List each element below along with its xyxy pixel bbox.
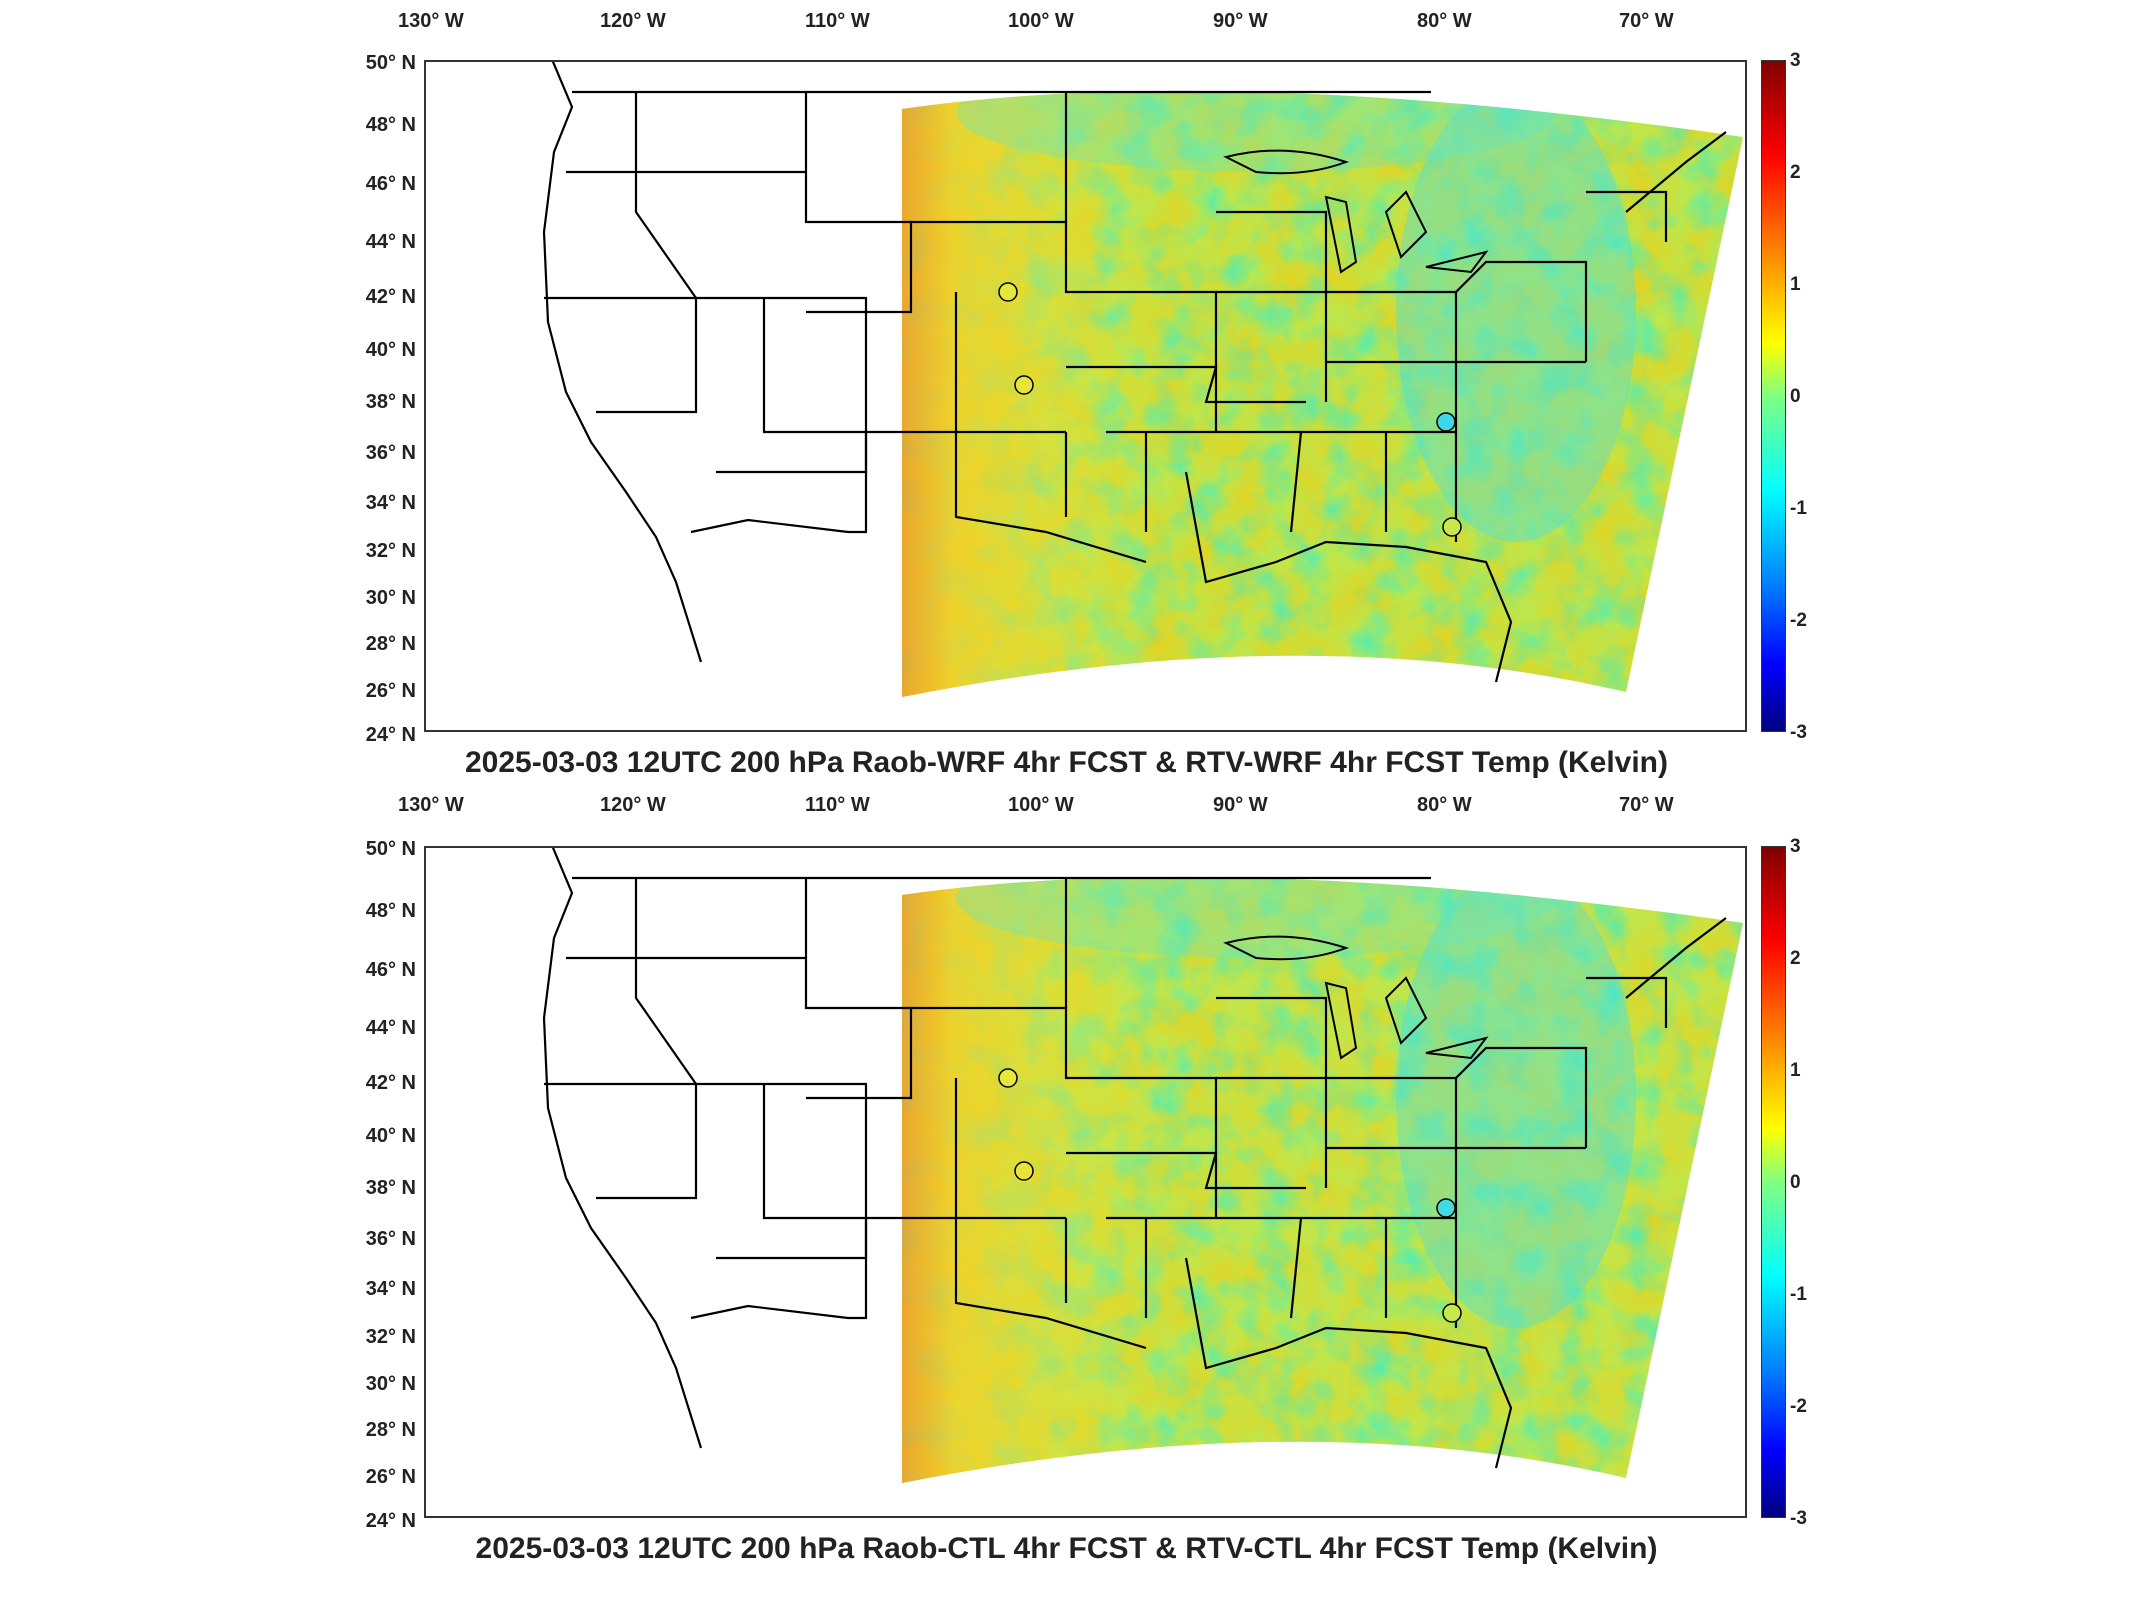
lon-label: 130° W xyxy=(398,794,464,816)
colorbar-tick: -1 xyxy=(1790,498,1807,519)
lat-label: 26° N xyxy=(365,680,416,702)
lat-label: 24° N xyxy=(365,1510,416,1532)
lon-label: 70° W xyxy=(1619,10,1674,32)
colorbar xyxy=(1761,846,1786,1518)
colorbar-tick: -2 xyxy=(1790,1396,1807,1417)
lat-label: 42° N xyxy=(365,1072,416,1094)
lat-label: 24° N xyxy=(365,724,416,746)
colorbar-tick: -2 xyxy=(1790,610,1807,631)
raob-stations xyxy=(998,1068,1462,1323)
panel-1: 130° W 120° W 110° W 100° W 90° W 80° W … xyxy=(365,10,1807,779)
temperature-difference-map xyxy=(542,848,1743,1484)
colorbar-tick: 1 xyxy=(1790,1060,1801,1081)
lat-label: 38° N xyxy=(365,1177,416,1199)
lat-label: 32° N xyxy=(365,540,416,562)
lon-label: 130° W xyxy=(398,10,464,32)
raob-station-marker xyxy=(1442,1303,1462,1323)
colorbar-tick: 0 xyxy=(1790,1172,1801,1193)
lon-label: 120° W xyxy=(600,10,666,32)
lat-label: 50° N xyxy=(365,52,416,74)
great-lakes xyxy=(1223,935,1489,1060)
forecast-field xyxy=(902,90,1743,698)
lat-label: 34° N xyxy=(365,1278,416,1300)
lat-label: 28° N xyxy=(365,1419,416,1441)
raob-station-marker xyxy=(1436,412,1456,432)
lon-label: 90° W xyxy=(1213,794,1268,816)
colorbar-tick: 0 xyxy=(1790,386,1801,407)
lat-label: 34° N xyxy=(365,492,416,514)
lat-label: 44° N xyxy=(365,1017,416,1039)
colorbar-tick: 1 xyxy=(1790,274,1801,295)
raob-station-marker xyxy=(998,1068,1018,1088)
lat-label: 30° N xyxy=(365,1373,416,1395)
colorbar xyxy=(1761,60,1786,732)
lat-label: 40° N xyxy=(365,339,416,361)
lon-label: 70° W xyxy=(1619,794,1674,816)
lon-label: 90° W xyxy=(1213,10,1268,32)
panel-title: 2025-03-03 12UTC 200 hPa Raob-WRF 4hr FC… xyxy=(465,746,1668,779)
lat-label: 30° N xyxy=(365,587,416,609)
great-lakes xyxy=(1223,149,1489,274)
raob-station-marker xyxy=(998,282,1018,302)
lon-label: 120° W xyxy=(600,794,666,816)
lat-label: 42° N xyxy=(365,286,416,308)
lat-label: 46° N xyxy=(365,959,416,981)
lon-label: 80° W xyxy=(1417,10,1472,32)
lon-label: 100° W xyxy=(1008,10,1074,32)
colorbar-tick: -3 xyxy=(1790,1508,1807,1529)
lat-label: 36° N xyxy=(365,1228,416,1250)
lat-label: 32° N xyxy=(365,1326,416,1348)
map-frame xyxy=(424,846,1747,1518)
lat-label: 48° N xyxy=(365,900,416,922)
lat-label: 28° N xyxy=(365,633,416,655)
colorbar-tick: 2 xyxy=(1790,162,1801,183)
raob-stations xyxy=(998,282,1462,537)
lon-label: 110° W xyxy=(805,794,870,816)
raob-station-marker xyxy=(1442,517,1462,537)
raob-station-marker xyxy=(1014,375,1034,395)
state-boundaries xyxy=(542,848,1727,1469)
lat-label: 40° N xyxy=(365,1125,416,1147)
temperature-difference-map xyxy=(542,62,1743,698)
colorbar-tick: -3 xyxy=(1790,722,1807,743)
colorbar-tick: -1 xyxy=(1790,1284,1807,1305)
lat-label: 38° N xyxy=(365,391,416,413)
lat-label: 44° N xyxy=(365,231,416,253)
map-frame xyxy=(424,60,1747,732)
panel-2: 130° W 120° W 110° W 100° W 90° W 80° W … xyxy=(0,788,2133,1588)
colorbar-tick: 3 xyxy=(1790,836,1801,857)
lon-label: 80° W xyxy=(1417,794,1472,816)
lon-label: 100° W xyxy=(1008,794,1074,816)
lat-label: 36° N xyxy=(365,442,416,464)
lat-label: 48° N xyxy=(365,114,416,136)
state-boundaries xyxy=(542,62,1727,683)
raob-station-marker xyxy=(1014,1161,1034,1181)
lat-label: 46° N xyxy=(365,173,416,195)
colorbar-tick: 2 xyxy=(1790,948,1801,969)
raob-station-marker xyxy=(1436,1198,1456,1218)
forecast-field xyxy=(902,876,1743,1484)
lat-label: 50° N xyxy=(365,838,416,860)
panel-title: 2025-03-03 12UTC 200 hPa Raob-CTL 4hr FC… xyxy=(475,1532,1658,1565)
lon-label: 110° W xyxy=(805,10,870,32)
lat-label: 26° N xyxy=(365,1466,416,1488)
colorbar-tick: 3 xyxy=(1790,50,1801,71)
